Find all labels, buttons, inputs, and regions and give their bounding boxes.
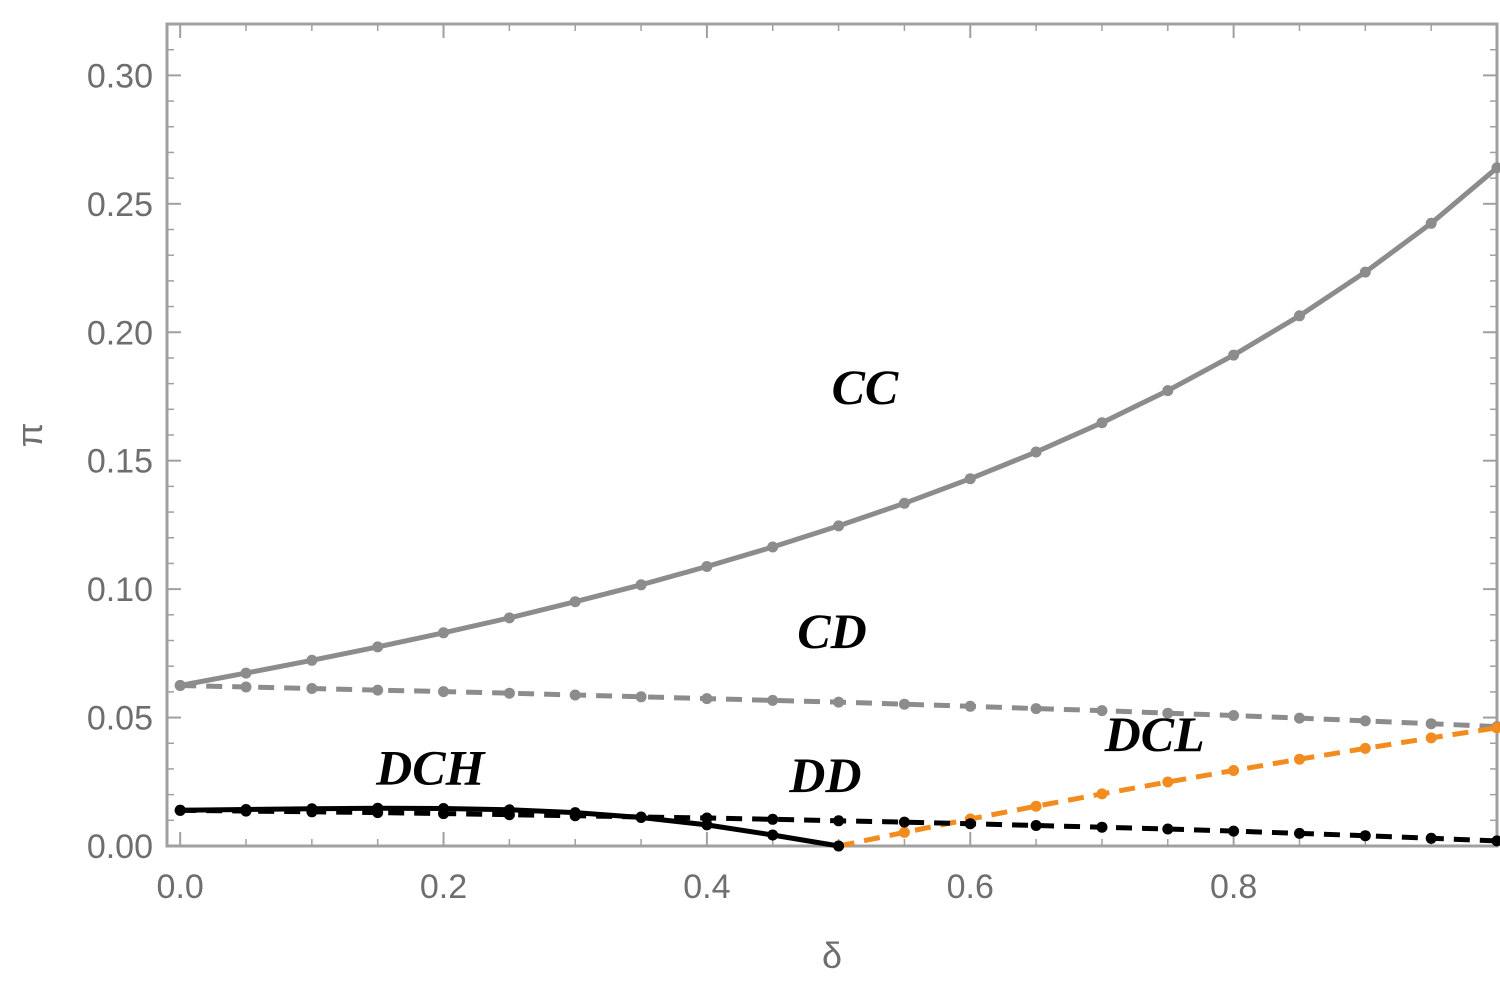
data-point-cc xyxy=(767,542,778,553)
series-label-dcl: DCL xyxy=(1104,706,1205,762)
data-point-cc xyxy=(570,596,581,607)
data-point-cd xyxy=(570,690,581,701)
data-point-dcl xyxy=(1097,788,1108,799)
data-point-dcl xyxy=(1031,801,1042,812)
data-point-dch xyxy=(504,804,515,815)
data-point-dd xyxy=(1097,822,1108,833)
data-point-cd xyxy=(701,693,712,704)
data-point-dch xyxy=(636,812,647,823)
data-point-cd xyxy=(1228,710,1239,721)
data-point-dd xyxy=(833,815,844,826)
data-point-dcl xyxy=(1228,765,1239,776)
data-point-dch xyxy=(833,841,844,852)
data-point-dd xyxy=(899,817,910,828)
data-point-cd xyxy=(965,701,976,712)
data-point-dch xyxy=(372,803,383,814)
data-point-cc xyxy=(899,498,910,509)
y-axis-label: π xyxy=(9,423,50,448)
y-tick-label: 0.10 xyxy=(87,571,153,609)
data-point-dd xyxy=(767,814,778,825)
data-point-dcl xyxy=(1360,743,1371,754)
x-axis-label: δ xyxy=(822,935,842,976)
data-point-cd xyxy=(767,695,778,706)
data-point-cc xyxy=(701,561,712,572)
series-label-cc: CC xyxy=(832,359,899,415)
data-point-dd xyxy=(1294,828,1305,839)
data-point-cc xyxy=(372,641,383,652)
y-tick-label: 0.05 xyxy=(87,700,153,738)
data-point-dd xyxy=(1228,826,1239,837)
data-point-dd xyxy=(1031,820,1042,831)
data-point-dd xyxy=(1360,830,1371,841)
data-point-cc xyxy=(1426,218,1437,229)
x-tick-label: 0.6 xyxy=(947,868,994,906)
data-point-dd xyxy=(1162,824,1173,835)
data-point-cd xyxy=(636,691,647,702)
y-tick-label: 0.15 xyxy=(87,443,153,481)
data-point-dd xyxy=(965,818,976,829)
y-tick-label: 0.25 xyxy=(87,186,153,224)
data-point-cc xyxy=(438,627,449,638)
data-point-cd xyxy=(1426,718,1437,729)
series-label-dd: DD xyxy=(788,747,861,803)
y-tick-label: 0.00 xyxy=(87,828,153,866)
x-tick-label: 0.0 xyxy=(157,868,204,906)
data-point-cd xyxy=(1031,703,1042,714)
data-point-cc xyxy=(1228,350,1239,361)
data-point-dcl xyxy=(1294,754,1305,765)
data-point-dcl xyxy=(1162,777,1173,788)
data-point-cc xyxy=(1031,447,1042,458)
data-point-cc xyxy=(833,520,844,531)
y-tick-label: 0.20 xyxy=(87,314,153,352)
data-point-dch xyxy=(438,803,449,814)
data-point-cc xyxy=(636,579,647,590)
data-point-dch xyxy=(767,830,778,841)
data-point-dd xyxy=(1426,833,1437,844)
data-point-cd xyxy=(1294,713,1305,724)
data-point-cd xyxy=(438,686,449,697)
data-point-cc xyxy=(1294,310,1305,321)
data-point-cd xyxy=(306,683,317,694)
data-point-cd xyxy=(1360,715,1371,726)
data-point-cd xyxy=(175,680,186,691)
data-point-cd xyxy=(372,685,383,696)
data-point-dch xyxy=(175,805,186,816)
data-point-dch xyxy=(570,807,581,818)
data-point-dch xyxy=(306,803,317,814)
data-point-cc xyxy=(241,668,252,679)
x-tick-label: 0.2 xyxy=(420,868,467,906)
data-point-cd xyxy=(899,699,910,710)
data-point-cc xyxy=(306,655,317,666)
data-point-cc xyxy=(965,473,976,484)
x-tick-label: 0.8 xyxy=(1210,868,1257,906)
data-point-dch xyxy=(241,804,252,815)
x-tick-label: 0.4 xyxy=(683,868,730,906)
data-point-cd xyxy=(504,688,515,699)
series-label-dch: DCH xyxy=(375,739,486,795)
data-point-cd xyxy=(241,682,252,693)
data-point-dcl xyxy=(1426,732,1437,743)
data-point-cd xyxy=(833,697,844,708)
data-point-dcl xyxy=(899,827,910,838)
data-point-cc xyxy=(1162,385,1173,396)
data-point-dch xyxy=(701,819,712,830)
y-tick-label: 0.30 xyxy=(87,57,153,95)
data-point-cc xyxy=(1360,267,1371,278)
data-point-cc xyxy=(504,612,515,623)
data-point-cc xyxy=(1097,417,1108,428)
series-label-cd: CD xyxy=(797,603,866,659)
